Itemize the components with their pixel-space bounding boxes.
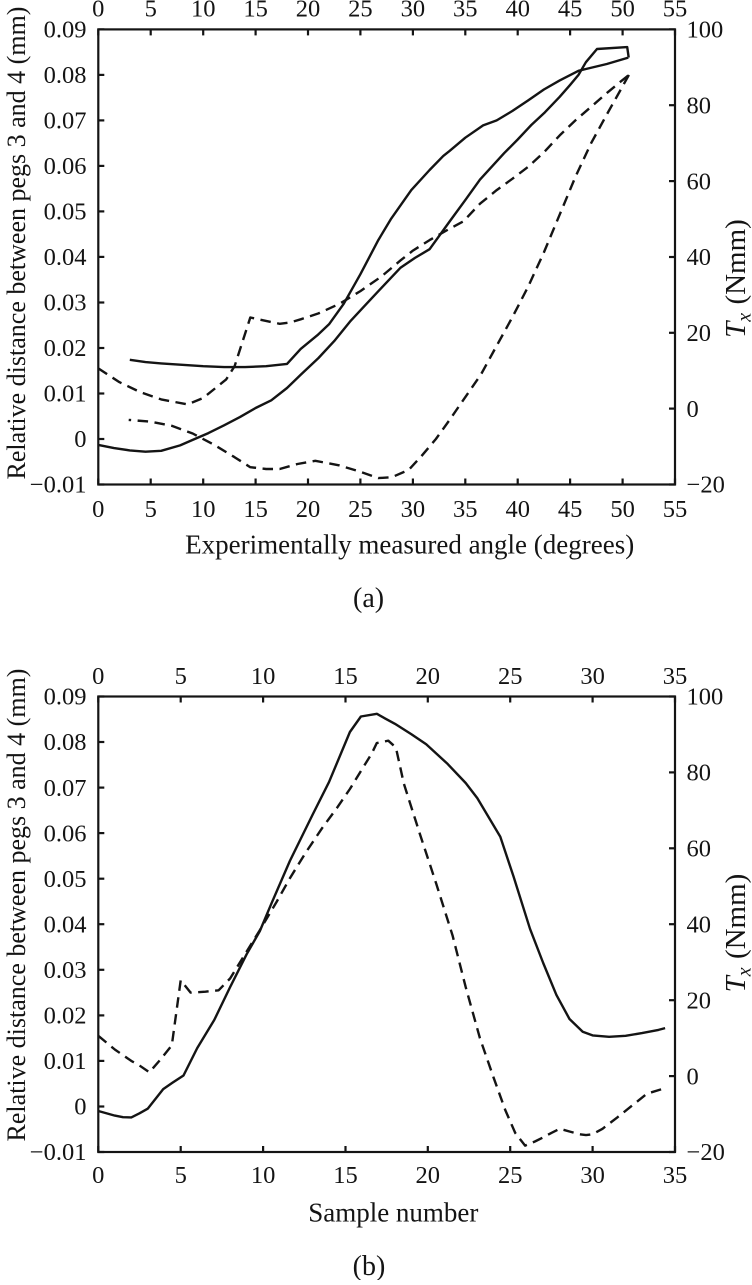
- svg-text:20: 20: [687, 987, 712, 1014]
- svg-text:Experimentally measured angle: Experimentally measured angle (degrees): [185, 530, 634, 560]
- svg-text:40: 40: [687, 244, 712, 271]
- svg-text:0.09: 0.09: [44, 17, 87, 44]
- svg-text:0.05: 0.05: [44, 199, 87, 226]
- svg-text:30: 30: [580, 1162, 605, 1189]
- svg-text:−20: −20: [687, 472, 725, 499]
- svg-text:55: 55: [663, 496, 688, 523]
- svg-text:50: 50: [610, 0, 635, 23]
- svg-text:20: 20: [296, 0, 321, 23]
- svg-text:40: 40: [687, 912, 712, 939]
- svg-text:15: 15: [243, 0, 268, 23]
- svg-text:0.06: 0.06: [44, 820, 87, 847]
- svg-text:25: 25: [348, 496, 373, 523]
- svg-text:0.07: 0.07: [44, 775, 87, 802]
- svg-text:0.02: 0.02: [44, 1003, 87, 1030]
- svg-text:35: 35: [663, 663, 688, 690]
- svg-text:60: 60: [687, 168, 712, 195]
- svg-text:35: 35: [663, 1162, 688, 1189]
- svg-text:0.06: 0.06: [44, 153, 87, 180]
- svg-text:30: 30: [580, 663, 605, 690]
- svg-text:0.01: 0.01: [44, 381, 87, 408]
- svg-text:20: 20: [416, 663, 441, 690]
- svg-text:(a): (a): [353, 583, 384, 614]
- svg-text:15: 15: [243, 496, 268, 523]
- svg-text:10: 10: [191, 0, 216, 23]
- svg-text:15: 15: [333, 1162, 358, 1189]
- svg-text:5: 5: [175, 663, 187, 690]
- svg-text:(b): (b): [353, 1251, 386, 1280]
- svg-text:5: 5: [175, 1162, 187, 1189]
- svg-text:10: 10: [191, 496, 216, 523]
- svg-text:0.08: 0.08: [44, 729, 87, 756]
- svg-text:Tx (Nmm): Tx (Nmm): [720, 874, 752, 993]
- svg-text:0.02: 0.02: [44, 335, 87, 362]
- svg-text:5: 5: [145, 0, 157, 23]
- svg-text:0: 0: [92, 663, 104, 690]
- svg-text:40: 40: [505, 496, 530, 523]
- svg-text:25: 25: [348, 0, 373, 23]
- svg-text:0: 0: [92, 0, 104, 23]
- svg-text:0.05: 0.05: [44, 866, 87, 893]
- svg-text:0.09: 0.09: [44, 684, 87, 711]
- svg-text:55: 55: [663, 0, 688, 23]
- svg-text:45: 45: [558, 496, 583, 523]
- svg-text:10: 10: [251, 663, 276, 690]
- svg-text:−0.01: −0.01: [30, 472, 87, 499]
- svg-text:30: 30: [401, 0, 426, 23]
- svg-text:Sample number: Sample number: [308, 1197, 478, 1227]
- svg-text:0.01: 0.01: [44, 1048, 87, 1075]
- svg-text:0.04: 0.04: [44, 244, 87, 271]
- svg-text:0.07: 0.07: [44, 108, 87, 135]
- svg-text:100: 100: [687, 684, 724, 711]
- svg-text:35: 35: [453, 0, 478, 23]
- svg-text:5: 5: [145, 496, 157, 523]
- svg-text:−0.01: −0.01: [30, 1139, 87, 1166]
- svg-text:80: 80: [687, 760, 712, 787]
- svg-text:0.04: 0.04: [44, 912, 87, 939]
- svg-text:Relative distance between pegs: Relative distance between pegs 3 and 4 (…: [2, 669, 31, 1142]
- svg-text:20: 20: [416, 1162, 441, 1189]
- svg-text:100: 100: [687, 17, 724, 44]
- svg-text:0: 0: [687, 1063, 699, 1090]
- svg-text:20: 20: [687, 320, 712, 347]
- svg-text:15: 15: [333, 663, 358, 690]
- svg-text:10: 10: [251, 1162, 276, 1189]
- svg-text:80: 80: [687, 93, 712, 120]
- svg-text:20: 20: [296, 496, 321, 523]
- svg-text:50: 50: [610, 496, 635, 523]
- svg-text:Tx (Nmm): Tx (Nmm): [720, 219, 752, 338]
- svg-text:0: 0: [74, 426, 86, 453]
- svg-text:0: 0: [92, 496, 104, 523]
- svg-text:−20: −20: [687, 1139, 725, 1166]
- svg-text:40: 40: [505, 0, 530, 23]
- svg-text:0.03: 0.03: [44, 290, 87, 317]
- svg-text:0: 0: [74, 1094, 86, 1121]
- svg-text:35: 35: [453, 496, 478, 523]
- svg-text:0: 0: [92, 1162, 104, 1189]
- svg-text:0.03: 0.03: [44, 957, 87, 984]
- svg-text:Relative distance between pegs: Relative distance between pegs 3 and 4 (…: [2, 7, 31, 480]
- svg-text:0: 0: [687, 396, 699, 423]
- svg-text:30: 30: [401, 496, 426, 523]
- svg-text:25: 25: [498, 663, 523, 690]
- svg-text:0.08: 0.08: [44, 62, 87, 89]
- svg-text:25: 25: [498, 1162, 523, 1189]
- svg-text:60: 60: [687, 836, 712, 863]
- svg-text:45: 45: [558, 0, 583, 23]
